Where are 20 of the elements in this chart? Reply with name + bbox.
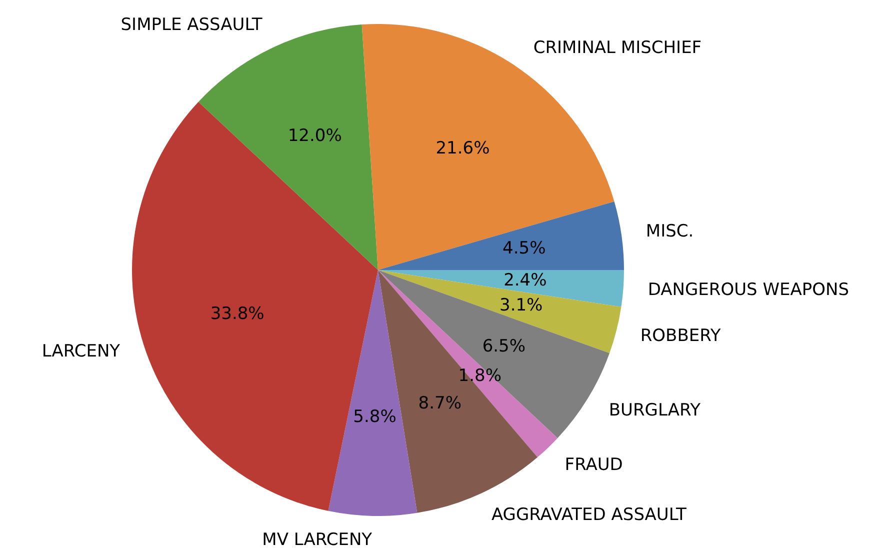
data-label: 33.8%: [210, 304, 264, 324]
slice-label: MISC.: [646, 221, 694, 242]
data-label: 21.6%: [436, 138, 490, 159]
data-label: 3.1%: [499, 296, 543, 316]
slice-label: BURGLARY: [608, 400, 702, 421]
slice-label: ROBBERY: [640, 326, 722, 346]
slice-label: DANGEROUS WEAPONS: [648, 280, 850, 300]
data-label: 12.0%: [288, 126, 342, 146]
slice-label: FRAUD: [564, 455, 623, 476]
data-label: 6.5%: [482, 336, 526, 356]
data-label: 5.8%: [353, 406, 396, 427]
slice-label: AGGRAVATED ASSAULT: [491, 505, 688, 526]
data-label: 8.7%: [418, 393, 462, 414]
slice-label: CRIMINAL MISCHIEF: [533, 38, 702, 58]
data-label: 1.8%: [458, 366, 502, 386]
data-label: 2.4%: [504, 270, 547, 291]
data-label: 4.5%: [502, 238, 546, 259]
slice-label: MV LARCENY: [262, 530, 373, 550]
slice-label: SIMPLE ASSAULT: [120, 14, 263, 35]
slice-label: LARCENY: [42, 341, 121, 362]
